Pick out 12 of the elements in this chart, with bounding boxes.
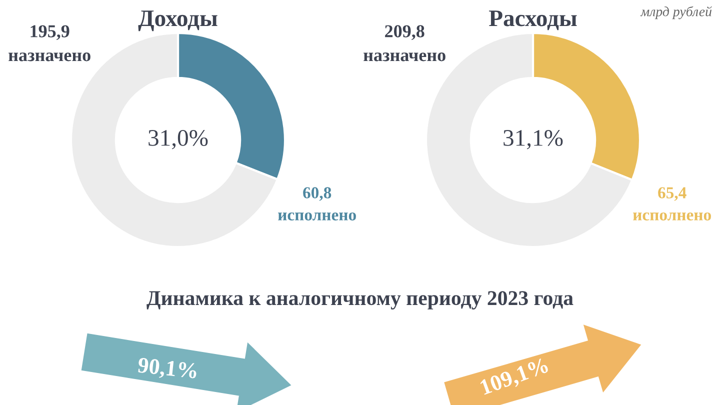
text: 209,8 назначено bbox=[364, 25, 446, 62]
chart-title: Расходы bbox=[488, 10, 577, 30]
chart-title: Доходы bbox=[138, 10, 218, 32]
text: 60,8 исполнено bbox=[278, 187, 356, 220]
text: Динамика к аналогичному периоду 2023 года bbox=[146, 291, 574, 310]
text: 31,1% bbox=[504, 130, 563, 150]
text: 31,0% bbox=[148, 130, 208, 150]
text: 65,4 исполнено bbox=[633, 187, 711, 220]
text: млрд рублей bbox=[640, 6, 712, 20]
text: 90,1% bbox=[137, 357, 198, 382]
text: 195,9 назначено bbox=[8, 25, 90, 62]
text: 109,1% bbox=[480, 357, 550, 398]
